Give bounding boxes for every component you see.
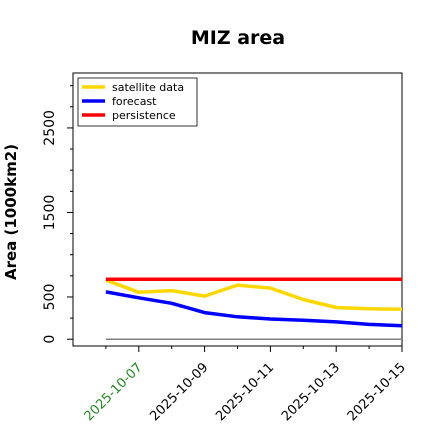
series-line-satellite-data	[105, 278, 403, 311]
y-tick-label: 2500	[42, 110, 58, 146]
x-tick-label: 2025-10-13	[279, 360, 343, 424]
legend-label: persistence	[112, 109, 176, 122]
x-tick-label: 2025-10-15	[345, 360, 409, 424]
chart-title: MIZ area	[191, 27, 285, 49]
series-line-forecast	[105, 290, 403, 328]
y-tick-label: 0	[42, 335, 58, 344]
series-layer	[105, 277, 403, 340]
y-tick-label: 1500	[42, 195, 58, 231]
x-tick-label: 2025-10-11	[213, 360, 277, 424]
legend-label: forecast	[112, 95, 157, 108]
x-tick-label: 2025-10-07	[82, 360, 146, 424]
legend-label: satellite data	[112, 81, 184, 94]
y-tick-label: 500	[42, 284, 58, 311]
y-axis-label: Area (1000km2)	[2, 144, 20, 280]
x-tick-label: 2025-10-09	[147, 360, 211, 424]
